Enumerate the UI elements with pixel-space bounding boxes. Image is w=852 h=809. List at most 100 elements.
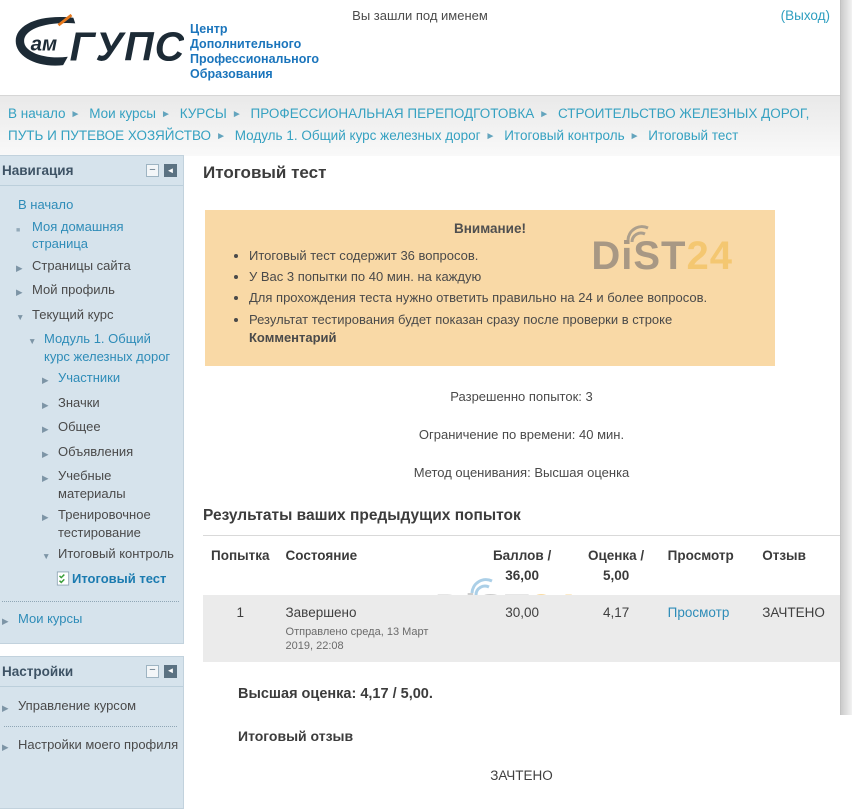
sidebar-item-my-home[interactable]: Моя домашняя страница [16, 216, 179, 255]
navigation-block-title: Навигация [2, 163, 74, 178]
sidebar-item-final-control[interactable]: Итоговый контроль [42, 543, 179, 568]
quiz-icon [56, 570, 72, 593]
samgups-logo-icon: ам ГУПС [15, 13, 184, 70]
breadcrumb-item-final-control[interactable]: Итоговый контроль [504, 128, 625, 143]
warning-bullet-list: Итоговый тест содержит 36 вопросов. У Ва… [223, 247, 757, 347]
collapse-block-icon[interactable] [146, 664, 159, 678]
attempt-points: 30,00 [471, 595, 573, 663]
chevron-right-icon[interactable] [2, 736, 18, 757]
settings-tree: Управление курсом Настройки моего профил… [0, 687, 183, 769]
sidebar-item-announcements[interactable]: Объявления [42, 441, 179, 466]
breadcrumb-item-prof-retraining[interactable]: ПРОФЕССИОНАЛЬНАЯ ПЕРЕПОДГОТОВКА [250, 106, 535, 121]
sidebar-item-course-admin[interactable]: Управление курсом [2, 695, 179, 720]
sidebar-item-module1[interactable]: Модуль 1. Общий курс железных дорог [28, 328, 179, 367]
chevron-down-icon[interactable] [16, 306, 32, 327]
attempt-feedback: ЗАЧТЕНО [754, 595, 840, 663]
page-scrollbar[interactable] [840, 0, 852, 715]
attempt-number: 1 [203, 595, 278, 663]
sidebar: Навигация В начало Моя домашняя страница… [0, 155, 184, 809]
sidebar-item-profile-settings[interactable]: Настройки моего профиля [2, 734, 179, 759]
navigation-block: Навигация В начало Моя домашняя страница… [0, 155, 184, 644]
sidebar-item-materials[interactable]: Учебные материалы [42, 465, 179, 504]
breadcrumb-item-my-courses[interactable]: Мои курсы [89, 106, 157, 121]
sidebar-item-my-courses[interactable]: Мои курсы [2, 601, 179, 633]
breadcrumb-separator-icon: ► [629, 131, 640, 142]
chevron-right-icon[interactable] [16, 257, 32, 278]
breadcrumb-item-final-test[interactable]: Итоговый тест [648, 128, 739, 143]
chevron-down-icon[interactable] [42, 545, 58, 566]
warning-bullet: Результат тестирования будет показан сра… [249, 311, 757, 347]
warning-bullet: У Вас 3 попытки по 40 мин. на каждую [249, 268, 757, 286]
col-feedback: Отзыв [762, 547, 806, 563]
sidebar-item-badges[interactable]: Значки [42, 392, 179, 417]
square-bullet-icon [16, 218, 32, 240]
attempt-state: Завершено Отправлено среда, 13 Март 2019… [277, 595, 472, 663]
breadcrumb-item-module1[interactable]: Модуль 1. Общий курс железных дорог [234, 128, 481, 143]
chevron-right-icon[interactable] [42, 394, 58, 415]
breadcrumb-item-courses[interactable]: КУРСЫ [179, 106, 227, 121]
page-title: Итоговый тест [203, 163, 327, 182]
attempts-allowed-line: Разрешенно попыток: 3 [450, 388, 593, 404]
warning-bullet: Для прохождения теста нужно ответить пра… [249, 289, 757, 307]
attempt-grade: 4,17 [572, 595, 660, 663]
sidebar-item-final-test[interactable]: Итоговый тест [56, 568, 179, 595]
chevron-right-icon[interactable] [16, 281, 32, 302]
sidebar-item-training-test[interactable]: Тренировочное тестирование [42, 504, 179, 543]
login-status-text: Вы зашли под именем [352, 8, 488, 23]
attempt-submitted-date: Отправлено среда, 13 Март 2019, 22:08 [285, 625, 429, 652]
logout-link[interactable]: (Выход) [780, 8, 830, 23]
breadcrumb-item-railways[interactable]: СТРОИТЕЛЬСТВО ЖЕЛЕЗНЫХ ДОРОГ, ПУТЬ И ПУТ… [8, 106, 810, 143]
main-content: Итоговый тест Внимание! Итоговый тест со… [203, 155, 840, 783]
chevron-right-icon[interactable] [2, 610, 18, 631]
samgups-logo[interactable]: ам ГУПС Центр Дополнительного Профессион… [12, 10, 319, 82]
final-grade-text: Высшая оценка: 4,17 / 5,00. [238, 686, 433, 703]
chevron-right-icon[interactable] [42, 467, 58, 488]
no-icon [2, 196, 18, 199]
attempts-table: Попытка Состояние Баллов / 36,00 Оценка … [203, 534, 840, 663]
dock-block-icon[interactable] [164, 164, 177, 177]
col-state: Состояние [285, 547, 358, 563]
settings-block: Настройки Управление курсом Настройки мо… [0, 655, 184, 809]
breadcrumb-separator-icon: ► [216, 131, 226, 142]
navigation-tree: В начало Моя домашняя страница Страницы … [0, 186, 183, 643]
dock-block-icon[interactable] [164, 664, 177, 678]
chevron-right-icon[interactable] [42, 369, 58, 390]
site-header: ам ГУПС Центр Дополнительного Профессион… [0, 0, 840, 95]
review-link[interactable]: Просмотр [667, 605, 730, 621]
sidebar-item-current-course[interactable]: Текущий курс [16, 304, 179, 329]
final-feedback-heading: Итоговый отзыв [238, 728, 354, 745]
col-points: Баллов / 36,00 [492, 547, 552, 583]
breadcrumb-separator-icon: ► [539, 109, 550, 120]
sidebar-item-general[interactable]: Общее [42, 416, 179, 441]
attempt-review-cell: Просмотр [659, 595, 755, 663]
col-attempt: Попытка [211, 547, 270, 563]
time-limit-line: Ограничение по времени: 40 мин. [418, 426, 625, 442]
chevron-right-icon[interactable] [42, 443, 58, 464]
sidebar-item-participants[interactable]: Участники [42, 367, 179, 392]
collapse-block-icon[interactable] [146, 164, 159, 177]
table-header-row: Попытка Состояние Баллов / 36,00 Оценка … [203, 535, 840, 595]
sidebar-item-home[interactable]: В начало [2, 194, 179, 216]
logo-org-text: Центр Дополнительного Профессионального … [190, 22, 320, 81]
chevron-down-icon[interactable] [28, 330, 44, 351]
breadcrumb-separator-icon: ► [161, 109, 171, 120]
sidebar-item-site-pages[interactable]: Страницы сайта [16, 255, 179, 280]
settings-block-title: Настройки [2, 663, 74, 679]
sidebar-item-my-profile[interactable]: Мой профиль [16, 279, 179, 304]
settings-block-header: Настройки [0, 657, 183, 687]
warning-box: Внимание! Итоговый тест содержит 36 вопр… [205, 210, 775, 366]
breadcrumb-separator-icon: ► [70, 109, 81, 120]
grading-method-line: Метод оценивания: Высшая оценка [413, 464, 630, 480]
warning-bullet: Итоговый тест содержит 36 вопросов. [249, 247, 757, 265]
results-heading: Результаты ваших предыдущих попыток [203, 506, 521, 524]
final-feedback-value: ЗАЧТЕНО [490, 768, 553, 784]
navigation-block-header: Навигация [0, 156, 183, 186]
chevron-right-icon[interactable] [42, 418, 58, 439]
col-grade: Оценка / 5,00 [587, 547, 645, 583]
chevron-right-icon[interactable] [2, 697, 18, 718]
breadcrumb-item-home[interactable]: В начало [8, 106, 66, 121]
svg-text:ГУПС: ГУПС [70, 24, 184, 70]
col-review: Просмотр [667, 547, 734, 563]
svg-text:ам: ам [31, 32, 58, 55]
chevron-right-icon[interactable] [42, 506, 58, 527]
